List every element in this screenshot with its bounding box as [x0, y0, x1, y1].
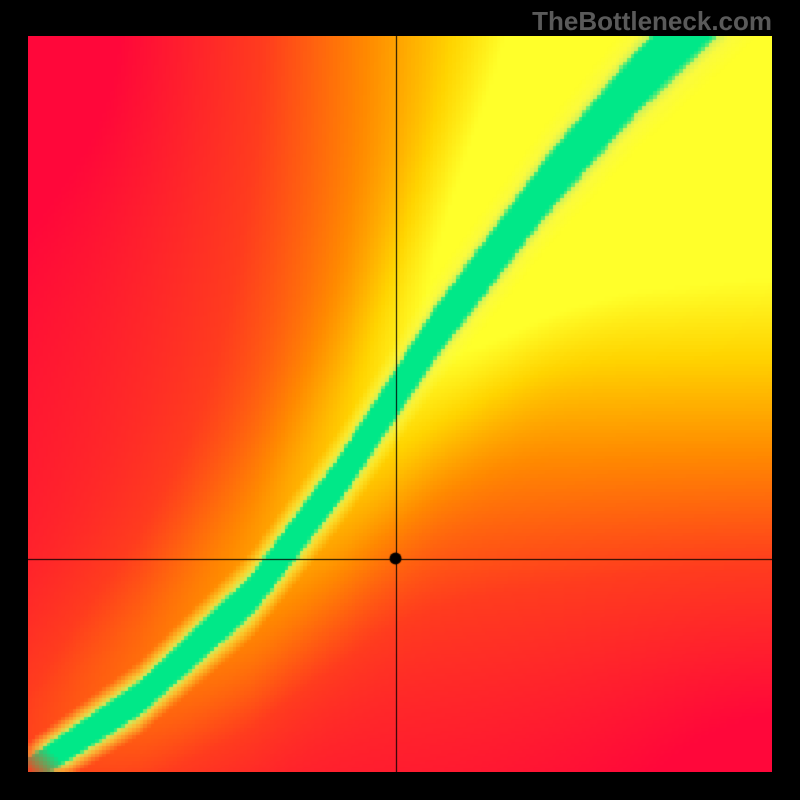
watermark-text: TheBottleneck.com — [532, 6, 772, 37]
bottleneck-heatmap — [28, 36, 772, 772]
chart-container: TheBottleneck.com — [0, 0, 800, 800]
